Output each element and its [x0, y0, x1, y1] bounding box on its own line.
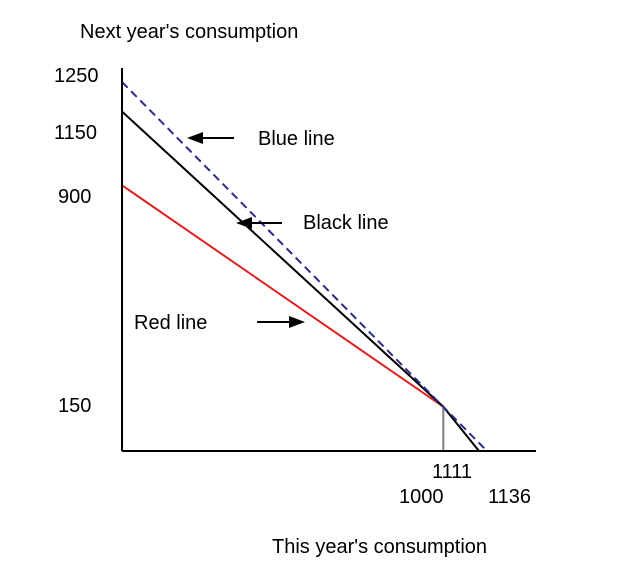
series-blue-line	[121, 81, 488, 452]
y-tick-label-1250: 1250	[54, 65, 99, 87]
black-line-arrow	[236, 217, 282, 229]
x-tick-label-1136: 1136	[488, 486, 531, 508]
blue-line-arrow	[187, 132, 234, 144]
y-tick-label-150: 150	[58, 395, 91, 417]
x-tick-label-1000: 1000	[399, 486, 444, 508]
black-line-label: Black line	[303, 212, 389, 234]
y-axis-title: Next year's consumption	[80, 21, 298, 43]
y-tick-label-1150: 1150	[54, 122, 97, 144]
x-axis-title: This year's consumption	[272, 536, 487, 558]
red-line-label: Red line	[134, 312, 207, 334]
series-red-line	[121, 184, 444, 408]
chart-marks	[121, 81, 488, 452]
x-tick-label-1111: 1111	[432, 461, 472, 483]
red-line-arrow	[257, 316, 305, 328]
blue-line-label: Blue line	[258, 128, 335, 150]
y-tick-label-900: 900	[58, 186, 91, 208]
series-black-line	[121, 110, 480, 452]
